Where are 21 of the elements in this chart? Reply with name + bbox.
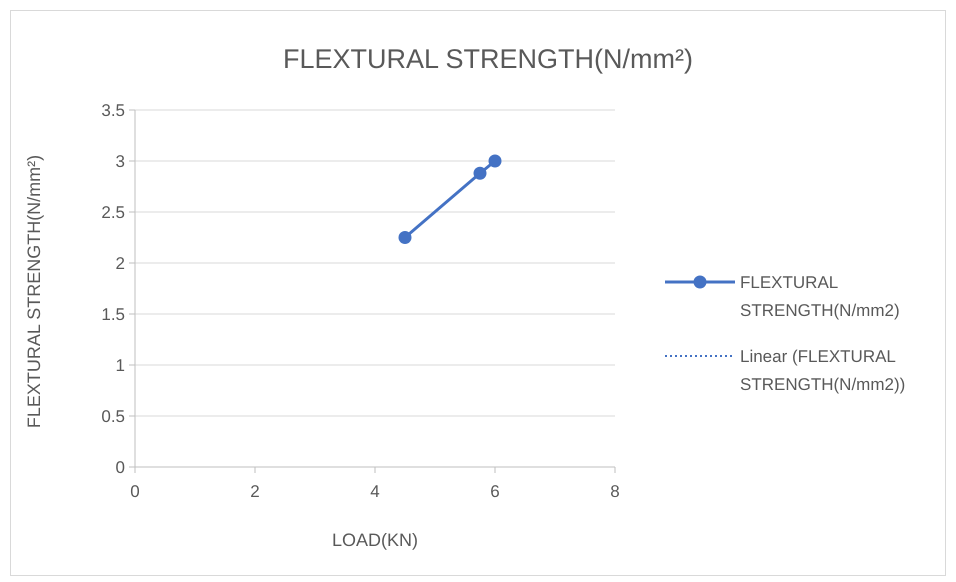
y-tick-label: 3.5 [101,101,125,120]
y-axis-title: FLEXTURAL STRENGTH(N/mm²) [24,154,44,428]
x-tick-label: 6 [490,482,500,501]
x-tick-label: 4 [370,482,380,501]
point [488,154,502,168]
y-tick-label: 1 [116,356,125,375]
y-tick-label: 3 [116,152,125,171]
point [474,166,486,180]
x-tick-label: 8 [610,482,620,501]
y-tick-label: 2 [116,254,125,273]
legend-label: Linear (FLEXTURAL STRENGTH(N/mm2)) [740,347,906,394]
x-axis-title: LOAD(KN) [332,530,418,550]
x-tick-label: 2 [250,482,260,501]
y-tick-label: 1.5 [101,305,125,324]
y-tick-label: 0 [116,458,125,477]
point [398,231,412,244]
chart-title: FLEXTURAL STRENGTH(N/mm²) [283,44,693,74]
y-tick-label: 2.5 [101,203,125,222]
legend-label: FLEXTURAL STRENGTH(N/mm2) [740,273,900,320]
y-tick-label: 0.5 [101,407,125,426]
x-tick-label: 0 [130,482,140,501]
